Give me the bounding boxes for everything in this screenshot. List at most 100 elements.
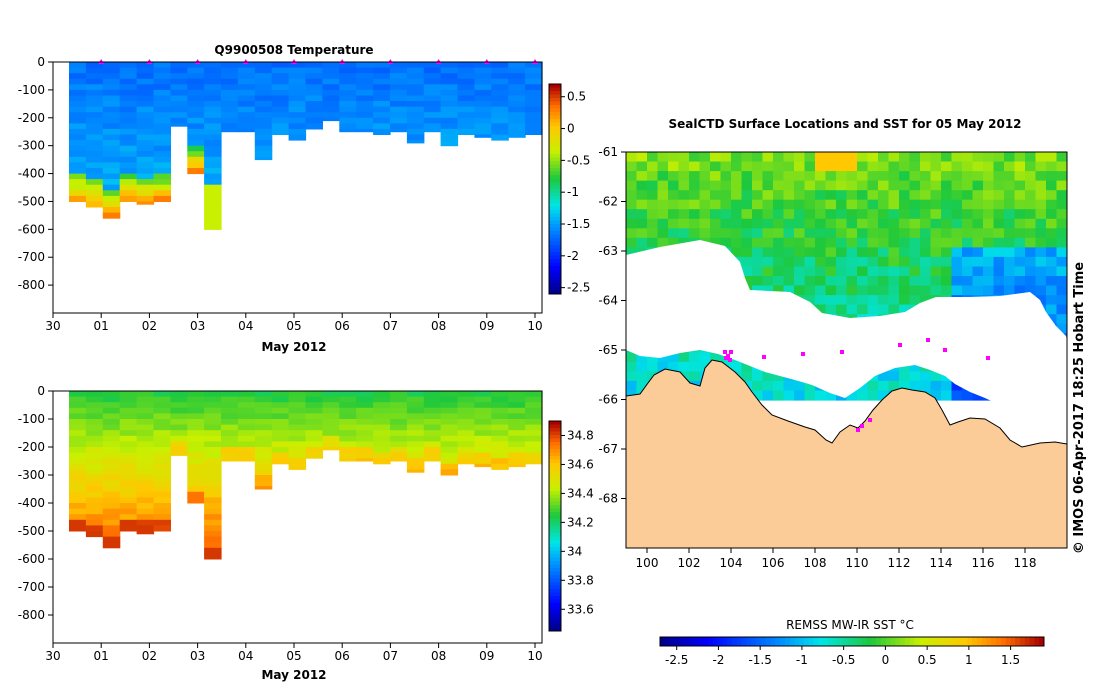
section-cell: [170, 78, 188, 85]
longitude-tick-label: 100: [636, 556, 659, 570]
section-cell: [288, 419, 307, 426]
section-cell: [204, 195, 222, 202]
sst-cell: [909, 371, 921, 382]
sst-cell: [888, 276, 900, 287]
section-cell: [102, 207, 121, 214]
section-cell: [406, 447, 425, 454]
colorbar-swatch: [549, 178, 561, 183]
sst-cell: [836, 209, 848, 220]
sst-cell: [951, 180, 963, 191]
sst-cell: [857, 209, 869, 220]
sst-cell: [836, 304, 848, 315]
section-cell: [474, 447, 492, 454]
section-cell: [102, 480, 121, 487]
sst-cell: [689, 361, 701, 372]
section-cell: [136, 123, 155, 130]
section-cell: [119, 190, 138, 197]
section-cell: [102, 212, 121, 219]
section-cell: [474, 419, 492, 426]
section-cell: [136, 134, 155, 141]
colorbar-swatch: [549, 276, 561, 281]
section-cell: [221, 391, 239, 398]
colorbar-swatch: [549, 84, 561, 88]
section-cell: [119, 447, 138, 454]
section-cell: [136, 184, 155, 191]
sst-cell: [762, 247, 774, 258]
sst-cell: [815, 295, 827, 306]
section-cell: [508, 402, 526, 409]
section-cell: [204, 531, 222, 538]
colorbar-swatch: [549, 564, 561, 569]
sst-cell: [941, 380, 953, 391]
sst-cell: [815, 190, 827, 201]
section-cell: [254, 106, 273, 113]
section-cell: [102, 458, 121, 465]
section-cell: [136, 463, 155, 470]
section-cell: [322, 435, 340, 442]
sst-cell: [752, 228, 764, 239]
sst-cell: [1046, 285, 1058, 296]
section-cell: [102, 67, 121, 74]
section-cell: [204, 179, 222, 186]
colorbar-swatch: [880, 637, 887, 646]
section-cell: [237, 78, 256, 85]
section-cell: [136, 525, 155, 532]
section-cell: [136, 491, 155, 498]
sst-cell: [972, 285, 984, 296]
section-cell: [204, 525, 222, 532]
section-cell: [85, 396, 104, 403]
section-cell: [254, 95, 273, 102]
colorbar-swatch: [549, 606, 561, 611]
x-tick-label: 02: [142, 649, 157, 663]
section-cell: [440, 78, 459, 85]
section-cell: [221, 89, 239, 96]
colorbar-swatch: [549, 477, 561, 481]
sst-cell: [899, 218, 911, 229]
colorbar-swatch: [549, 164, 561, 169]
sst-cell: [731, 199, 743, 210]
sst-map-panel: SealCTD Surface Locations and SST for 05…: [598, 117, 1087, 667]
section-cell: [390, 413, 408, 420]
sst-cell: [1004, 161, 1016, 172]
sst-cell: [794, 228, 806, 239]
section-cell: [508, 101, 526, 108]
sst-cell: [846, 218, 858, 229]
sst-cell: [699, 361, 711, 372]
section-cell: [356, 419, 374, 426]
sst-cell: [636, 199, 648, 210]
sst-cell: [815, 218, 827, 229]
colorbar-swatch: [967, 637, 973, 646]
sst-cell: [636, 218, 648, 229]
sst-cell: [804, 390, 816, 401]
colorbar-swatch: [818, 637, 824, 646]
longitude-tick-label: 118: [1014, 556, 1037, 570]
section-cell: [170, 89, 188, 96]
x-tick-label: 01: [94, 649, 109, 663]
sst-cell: [699, 190, 711, 201]
colorbar-swatch: [549, 269, 561, 274]
section-cell: [254, 407, 273, 414]
section-cell: [423, 128, 442, 133]
sst-cell: [636, 171, 648, 182]
sst-cell: [773, 276, 785, 287]
colorbar-swatch: [549, 101, 561, 106]
section-cell: [136, 106, 155, 113]
sst-cell: [636, 371, 648, 382]
colorbar-swatch: [981, 637, 987, 646]
section-cell: [491, 413, 509, 420]
section-cell: [119, 84, 138, 91]
section-cell: [440, 441, 459, 448]
sst-cell: [983, 228, 995, 239]
colorbar-swatch: [549, 547, 561, 551]
section-cell: [102, 168, 121, 175]
section-cell: [356, 89, 374, 96]
section-cell: [305, 78, 323, 85]
sst-cell: [899, 371, 911, 382]
sst-cell: [783, 180, 795, 191]
sst-cell: [825, 190, 837, 201]
section-cell: [153, 145, 171, 152]
x-tick-label: 06: [335, 649, 350, 663]
section-cell: [373, 123, 391, 130]
colorbar-swatch: [751, 637, 757, 646]
